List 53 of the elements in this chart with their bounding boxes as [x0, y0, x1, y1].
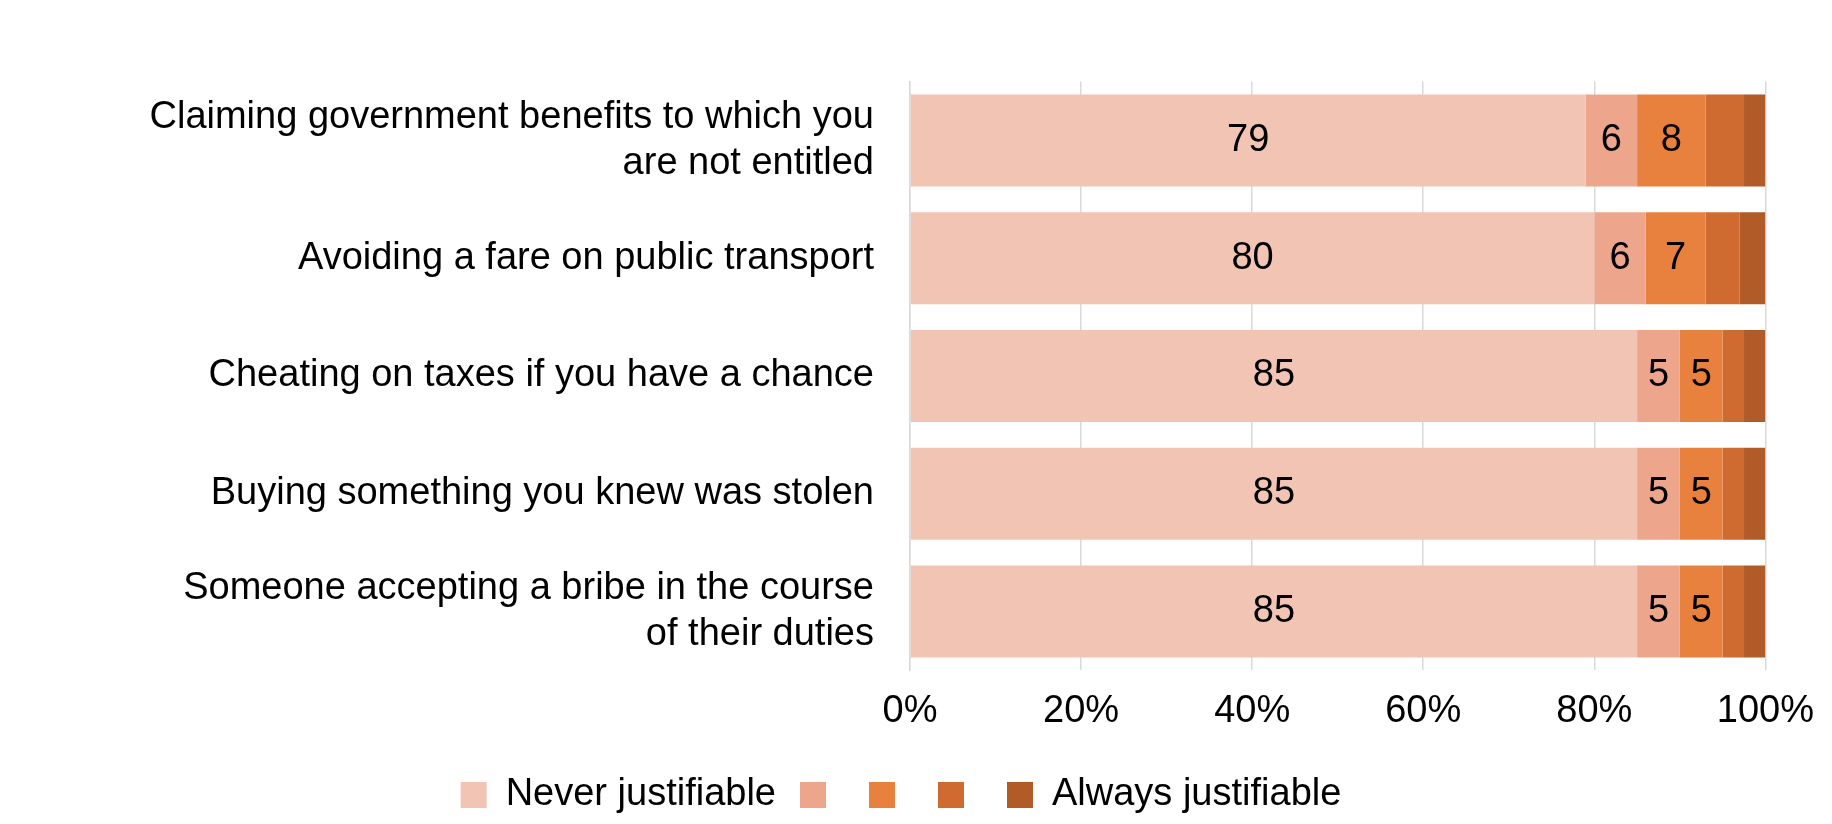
data-label: 5 [1647, 352, 1670, 395]
data-label: 79 [1227, 116, 1270, 159]
bar [1739, 212, 1766, 305]
legend-label: Always justifiable [1052, 771, 1342, 814]
bar [1637, 447, 1680, 540]
data-label: 85 [1252, 352, 1296, 395]
bar [1705, 94, 1745, 187]
bar [1722, 565, 1745, 658]
bar [1637, 565, 1680, 658]
bar [1705, 212, 1740, 305]
data-label: 6 [1600, 116, 1622, 159]
data-label: 7 [1665, 234, 1687, 277]
bar [1722, 447, 1745, 540]
bar [910, 94, 1586, 187]
legend-label: Never justifiable [505, 771, 776, 814]
bar [1594, 212, 1646, 305]
bar [1645, 212, 1706, 305]
data-label: 5 [1690, 352, 1712, 395]
data-label: 85 [1252, 470, 1296, 513]
data-label: 6 [1609, 234, 1631, 277]
bar [910, 330, 1638, 422]
bar [1585, 94, 1638, 187]
bar [910, 565, 1638, 658]
data-label: 80 [1231, 234, 1274, 277]
x-tick-label: 60% [1385, 687, 1462, 730]
data-label: 5 [1690, 470, 1712, 513]
bar [1637, 94, 1706, 187]
x-tick-label: 40% [1214, 687, 1291, 730]
bar [1722, 330, 1745, 422]
x-tick-label: 20% [1043, 687, 1120, 730]
bar [1744, 94, 1766, 187]
bar [910, 212, 1595, 305]
bar [1637, 330, 1680, 422]
bar [1679, 565, 1723, 658]
y-tick-label: Someone accepting a bribe in the course of their duties [183, 565, 874, 653]
bar [1679, 447, 1723, 540]
bar [1744, 565, 1766, 658]
bar [1744, 330, 1766, 422]
data-label: 8 [1660, 116, 1682, 159]
data-label: 5 [1647, 470, 1670, 513]
y-tick-label: Cheating on taxes if you have a chance [208, 352, 874, 395]
data-label: 5 [1690, 588, 1712, 630]
data-label: 85 [1252, 588, 1296, 630]
y-tick-label: Claiming government benefits to which you are not entitled [149, 94, 874, 182]
bar [1744, 447, 1766, 540]
y-tick-label: Avoiding a fare on public transport [298, 234, 875, 277]
data-label: 5 [1647, 588, 1670, 630]
bar [1679, 330, 1723, 422]
x-tick-label: 100% [1716, 687, 1815, 730]
x-tick-label: 0% [882, 687, 938, 730]
bar [910, 447, 1638, 540]
x-tick-label: 80% [1556, 687, 1633, 730]
y-tick-label: Buying something you knew was stolen [210, 470, 874, 513]
